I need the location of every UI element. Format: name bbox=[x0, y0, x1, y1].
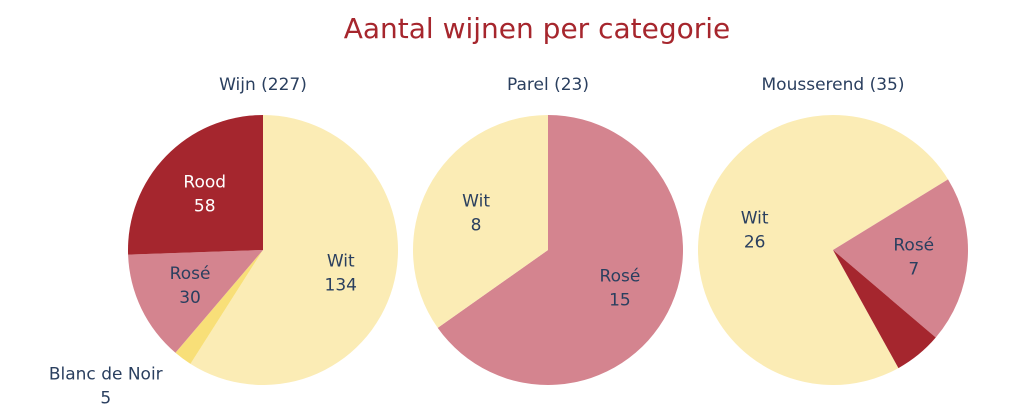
pie-title: Wijn (227) bbox=[219, 75, 307, 95]
slice-label: Rosé bbox=[600, 266, 641, 286]
slice-label: Rood bbox=[183, 173, 226, 193]
slice-label: Blanc de Noir bbox=[49, 365, 163, 385]
slice-value: 58 bbox=[194, 197, 216, 217]
pie-slice bbox=[437, 115, 684, 385]
slice-label: Wit bbox=[741, 208, 769, 228]
pie-slice bbox=[413, 115, 548, 328]
slice-value: 134 bbox=[325, 276, 357, 296]
slice-value: 15 bbox=[609, 290, 631, 310]
pie-title: Parel (23) bbox=[507, 75, 589, 95]
pie-slice bbox=[190, 115, 398, 385]
slice-label: Rosé bbox=[893, 235, 934, 255]
pie-slice bbox=[175, 250, 263, 364]
pie-slice bbox=[128, 250, 263, 353]
slice-label: Wit bbox=[462, 192, 490, 212]
slice-label: Rood bbox=[940, 360, 983, 380]
slice-label: Rosé bbox=[170, 264, 211, 284]
pie-slice bbox=[833, 179, 968, 338]
chart-title: Aantal wijnen per categorie bbox=[344, 12, 731, 45]
slice-value: 2 bbox=[956, 384, 967, 404]
pie-slice bbox=[128, 115, 263, 255]
slice-value: 30 bbox=[179, 288, 201, 308]
pie-title: Mousserend (35) bbox=[762, 75, 905, 95]
pie-slice bbox=[833, 250, 936, 369]
slice-label: Wit bbox=[327, 252, 355, 272]
slice-value: 5 bbox=[100, 389, 111, 409]
pie-slice bbox=[697, 114, 949, 386]
slice-value: 26 bbox=[744, 232, 766, 252]
slice-value: 8 bbox=[471, 216, 482, 236]
slice-value: 7 bbox=[908, 259, 919, 279]
